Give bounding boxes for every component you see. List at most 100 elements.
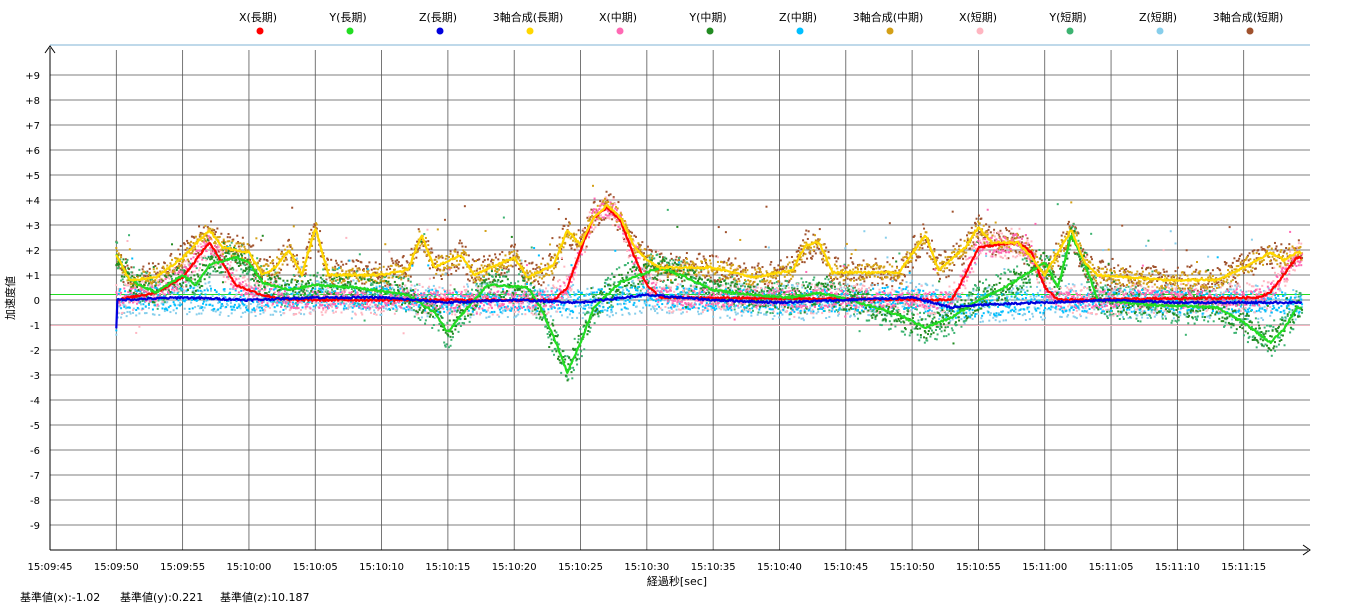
data-point [1073, 284, 1076, 287]
data-point [789, 266, 792, 269]
data-point [633, 284, 636, 287]
data-point [340, 311, 343, 314]
data-point [573, 292, 576, 295]
data-point [1038, 248, 1041, 251]
data-point [718, 307, 721, 310]
data-point [530, 246, 533, 249]
data-point [630, 280, 633, 283]
data-point [802, 281, 805, 284]
data-point [995, 315, 998, 318]
data-point [611, 218, 614, 221]
data-point [1066, 315, 1069, 318]
data-point [1207, 282, 1210, 285]
data-point [810, 257, 813, 260]
data-point [646, 255, 649, 258]
data-point [1252, 273, 1255, 276]
data-point [159, 283, 162, 286]
data-point [410, 247, 413, 250]
data-point [485, 270, 488, 273]
data-point [199, 305, 202, 308]
data-point [815, 312, 818, 315]
data-point [537, 280, 540, 283]
data-point [523, 277, 526, 280]
data-point [200, 312, 203, 315]
data-point [568, 221, 571, 224]
data-point [415, 256, 418, 259]
data-point [1087, 280, 1090, 283]
data-point [818, 303, 821, 306]
data-point [183, 307, 186, 310]
data-point [702, 255, 705, 258]
data-point [1102, 260, 1105, 263]
data-point [441, 287, 444, 290]
data-point [861, 276, 864, 279]
data-point [539, 268, 542, 271]
data-point [681, 280, 684, 283]
data-point [556, 244, 559, 247]
data-point [124, 266, 127, 269]
data-point [606, 278, 609, 281]
data-point [510, 244, 513, 247]
data-point [583, 348, 586, 351]
data-point [427, 240, 430, 243]
data-point [696, 257, 699, 260]
data-point [409, 287, 412, 290]
data-point [782, 266, 785, 269]
data-point [1056, 203, 1059, 206]
data-point [1106, 308, 1109, 311]
data-point [404, 271, 407, 274]
data-point [208, 280, 211, 283]
data-point [1065, 232, 1068, 235]
data-point [1228, 226, 1231, 229]
data-point [853, 313, 856, 316]
data-point [507, 270, 510, 273]
data-point [1020, 241, 1023, 244]
data-point [615, 312, 618, 315]
data-point [895, 279, 898, 282]
data-point [876, 284, 879, 287]
data-point [1176, 313, 1179, 316]
data-point [1165, 270, 1168, 273]
legend-label: X(短期) [959, 10, 997, 24]
data-point [590, 291, 593, 294]
data-point [179, 244, 182, 247]
data-point [214, 230, 217, 233]
data-point [235, 269, 238, 272]
data-point [505, 267, 508, 270]
data-point [880, 273, 883, 276]
data-point [224, 280, 227, 283]
data-point [485, 316, 488, 319]
data-point [490, 288, 493, 291]
data-point [1272, 325, 1275, 328]
data-point [521, 275, 524, 278]
data-point [902, 330, 905, 333]
data-point [401, 256, 404, 259]
data-point [192, 290, 195, 293]
data-point [496, 302, 499, 305]
data-point [1014, 250, 1017, 253]
data-point [885, 284, 888, 287]
data-point [269, 294, 272, 297]
data-point [971, 318, 974, 321]
data-point [280, 250, 283, 253]
data-point [319, 304, 322, 307]
data-point [1077, 239, 1080, 242]
data-point [1258, 262, 1261, 265]
data-point [642, 306, 645, 309]
data-point [248, 244, 251, 247]
data-point [743, 262, 746, 265]
data-point [264, 305, 267, 308]
data-point [1176, 266, 1179, 269]
data-point [456, 323, 459, 326]
data-point [476, 259, 479, 262]
data-point [584, 319, 587, 322]
data-point [595, 294, 598, 297]
data-point [871, 283, 874, 286]
data-point [1277, 343, 1280, 346]
data-point [497, 258, 500, 261]
data-point [591, 286, 594, 289]
data-point [122, 281, 125, 284]
data-point [1219, 269, 1222, 272]
data-point [1121, 316, 1124, 319]
data-point [548, 330, 551, 333]
